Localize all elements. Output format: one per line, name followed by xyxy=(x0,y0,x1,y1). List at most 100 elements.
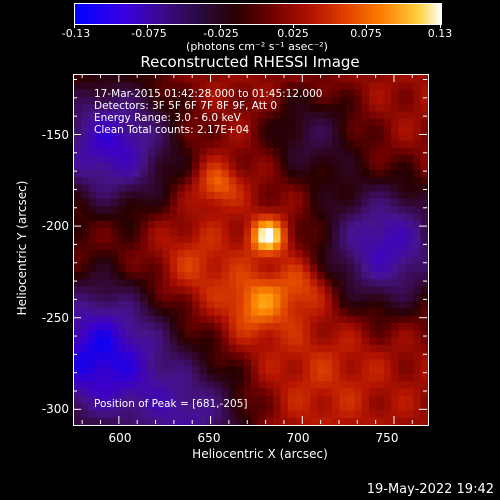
heatmap-cell xyxy=(221,206,230,215)
heatmap-cell xyxy=(184,96,193,105)
colorbar-label: -0.13 xyxy=(61,27,91,40)
heatmap-cell xyxy=(228,242,237,251)
heatmap-cell xyxy=(81,75,90,83)
heatmap-cell xyxy=(147,359,156,368)
heatmap-cell xyxy=(324,96,333,105)
heatmap-cell xyxy=(118,279,127,288)
heatmap-cell xyxy=(317,366,326,375)
heatmap-cell xyxy=(118,104,127,113)
info-energy-range: Energy Range: 3.0 - 6.0 keV xyxy=(94,112,241,124)
heatmap-cell xyxy=(251,198,259,207)
heatmap-cell xyxy=(383,213,392,222)
heatmap-cell xyxy=(324,89,333,98)
heatmap-cell xyxy=(310,322,318,331)
heatmap-cell xyxy=(273,242,282,251)
heatmap-cell xyxy=(243,118,252,127)
heatmap-cell xyxy=(398,366,407,375)
heatmap-cell xyxy=(118,89,127,98)
heatmap-cell xyxy=(413,140,422,149)
heatmap-cell xyxy=(258,104,267,113)
heatmap-cell xyxy=(258,373,267,382)
heatmap-cell xyxy=(169,344,178,353)
heatmap-cell xyxy=(155,118,164,127)
heatmap-cell xyxy=(96,155,105,164)
heatmap-cell xyxy=(332,264,341,273)
heatmap-cell xyxy=(214,403,223,412)
heatmap-cell xyxy=(221,96,230,105)
heatmap-cell xyxy=(302,417,311,425)
heatmap-cell xyxy=(177,403,186,412)
heatmap-cell xyxy=(295,301,304,309)
heatmap-cell xyxy=(184,388,193,397)
heatmap-cell xyxy=(324,126,333,134)
heatmap-cell xyxy=(258,395,267,404)
heatmap-cell xyxy=(110,308,119,317)
heatmap-cell xyxy=(295,213,304,222)
heatmap-cell xyxy=(383,322,392,331)
heatmap-cell xyxy=(199,330,208,339)
heatmap-cell xyxy=(251,395,259,404)
heatmap-cell xyxy=(192,250,200,258)
heatmap-cell xyxy=(199,388,208,397)
heatmap-cell xyxy=(147,315,156,324)
heatmap-cell xyxy=(74,96,82,105)
heatmap-cell xyxy=(369,388,377,397)
heatmap-cell xyxy=(361,133,370,142)
heatmap-cell xyxy=(295,308,304,317)
heatmap-cell xyxy=(339,417,348,425)
heatmap-cell xyxy=(258,315,267,324)
heatmap-cell xyxy=(118,147,127,156)
heatmap-cell xyxy=(110,381,119,390)
heatmap-cell xyxy=(398,104,407,113)
heatmap-cell xyxy=(103,308,112,317)
heatmap-cell xyxy=(169,322,178,331)
heatmap-cell xyxy=(258,89,267,98)
heatmap-cell xyxy=(369,344,377,353)
heatmap-cell xyxy=(383,198,392,207)
heatmap-cell xyxy=(420,191,428,200)
heatmap-cell xyxy=(287,96,296,105)
heatmap-cell xyxy=(96,337,105,346)
heatmap-cell xyxy=(339,235,348,244)
heatmap-cell xyxy=(192,169,200,178)
heatmap-cell xyxy=(398,257,407,266)
heatmap-cell xyxy=(376,191,385,200)
heatmap-cell xyxy=(354,271,363,280)
heatmap-cell xyxy=(236,206,245,215)
heatmap-cell xyxy=(280,206,289,215)
heatmap-cell xyxy=(192,96,200,105)
heatmap-cell xyxy=(369,126,377,134)
heatmap-cell xyxy=(74,242,82,251)
heatmap-cell xyxy=(228,293,237,302)
heatmap-cell xyxy=(398,301,407,309)
heatmap-cell xyxy=(125,191,134,200)
heatmap-cell xyxy=(125,162,134,171)
heatmap-cell xyxy=(376,96,385,105)
heatmap-cell xyxy=(206,155,215,164)
heatmap-cell xyxy=(287,235,296,244)
heatmap-cell xyxy=(192,184,200,193)
heatmap-cell xyxy=(228,220,237,229)
heatmap-cell xyxy=(228,111,237,120)
heatmap-cell xyxy=(206,388,215,397)
heatmap-cell xyxy=(295,373,304,382)
heatmap-cell xyxy=(169,111,178,120)
heatmap-cell xyxy=(177,75,186,83)
heatmap-cell xyxy=(273,352,282,360)
heatmap-cell xyxy=(81,308,90,317)
colorbar-tick xyxy=(440,24,441,28)
heatmap-cell xyxy=(405,184,414,193)
heatmap-cell xyxy=(354,140,363,149)
heatmap-cell xyxy=(295,395,304,404)
heatmap-cell xyxy=(81,104,90,113)
heatmap-cell xyxy=(346,286,355,295)
heatmap-cell xyxy=(295,206,304,215)
heatmap-cell xyxy=(169,169,178,178)
heatmap-cell xyxy=(339,257,348,266)
heatmap-cell xyxy=(287,403,296,412)
heatmap-cell xyxy=(317,89,326,98)
heatmap-cell xyxy=(147,286,156,295)
colorbar xyxy=(74,3,442,25)
heatmap-cell xyxy=(133,155,141,164)
heatmap-cell xyxy=(125,118,134,127)
